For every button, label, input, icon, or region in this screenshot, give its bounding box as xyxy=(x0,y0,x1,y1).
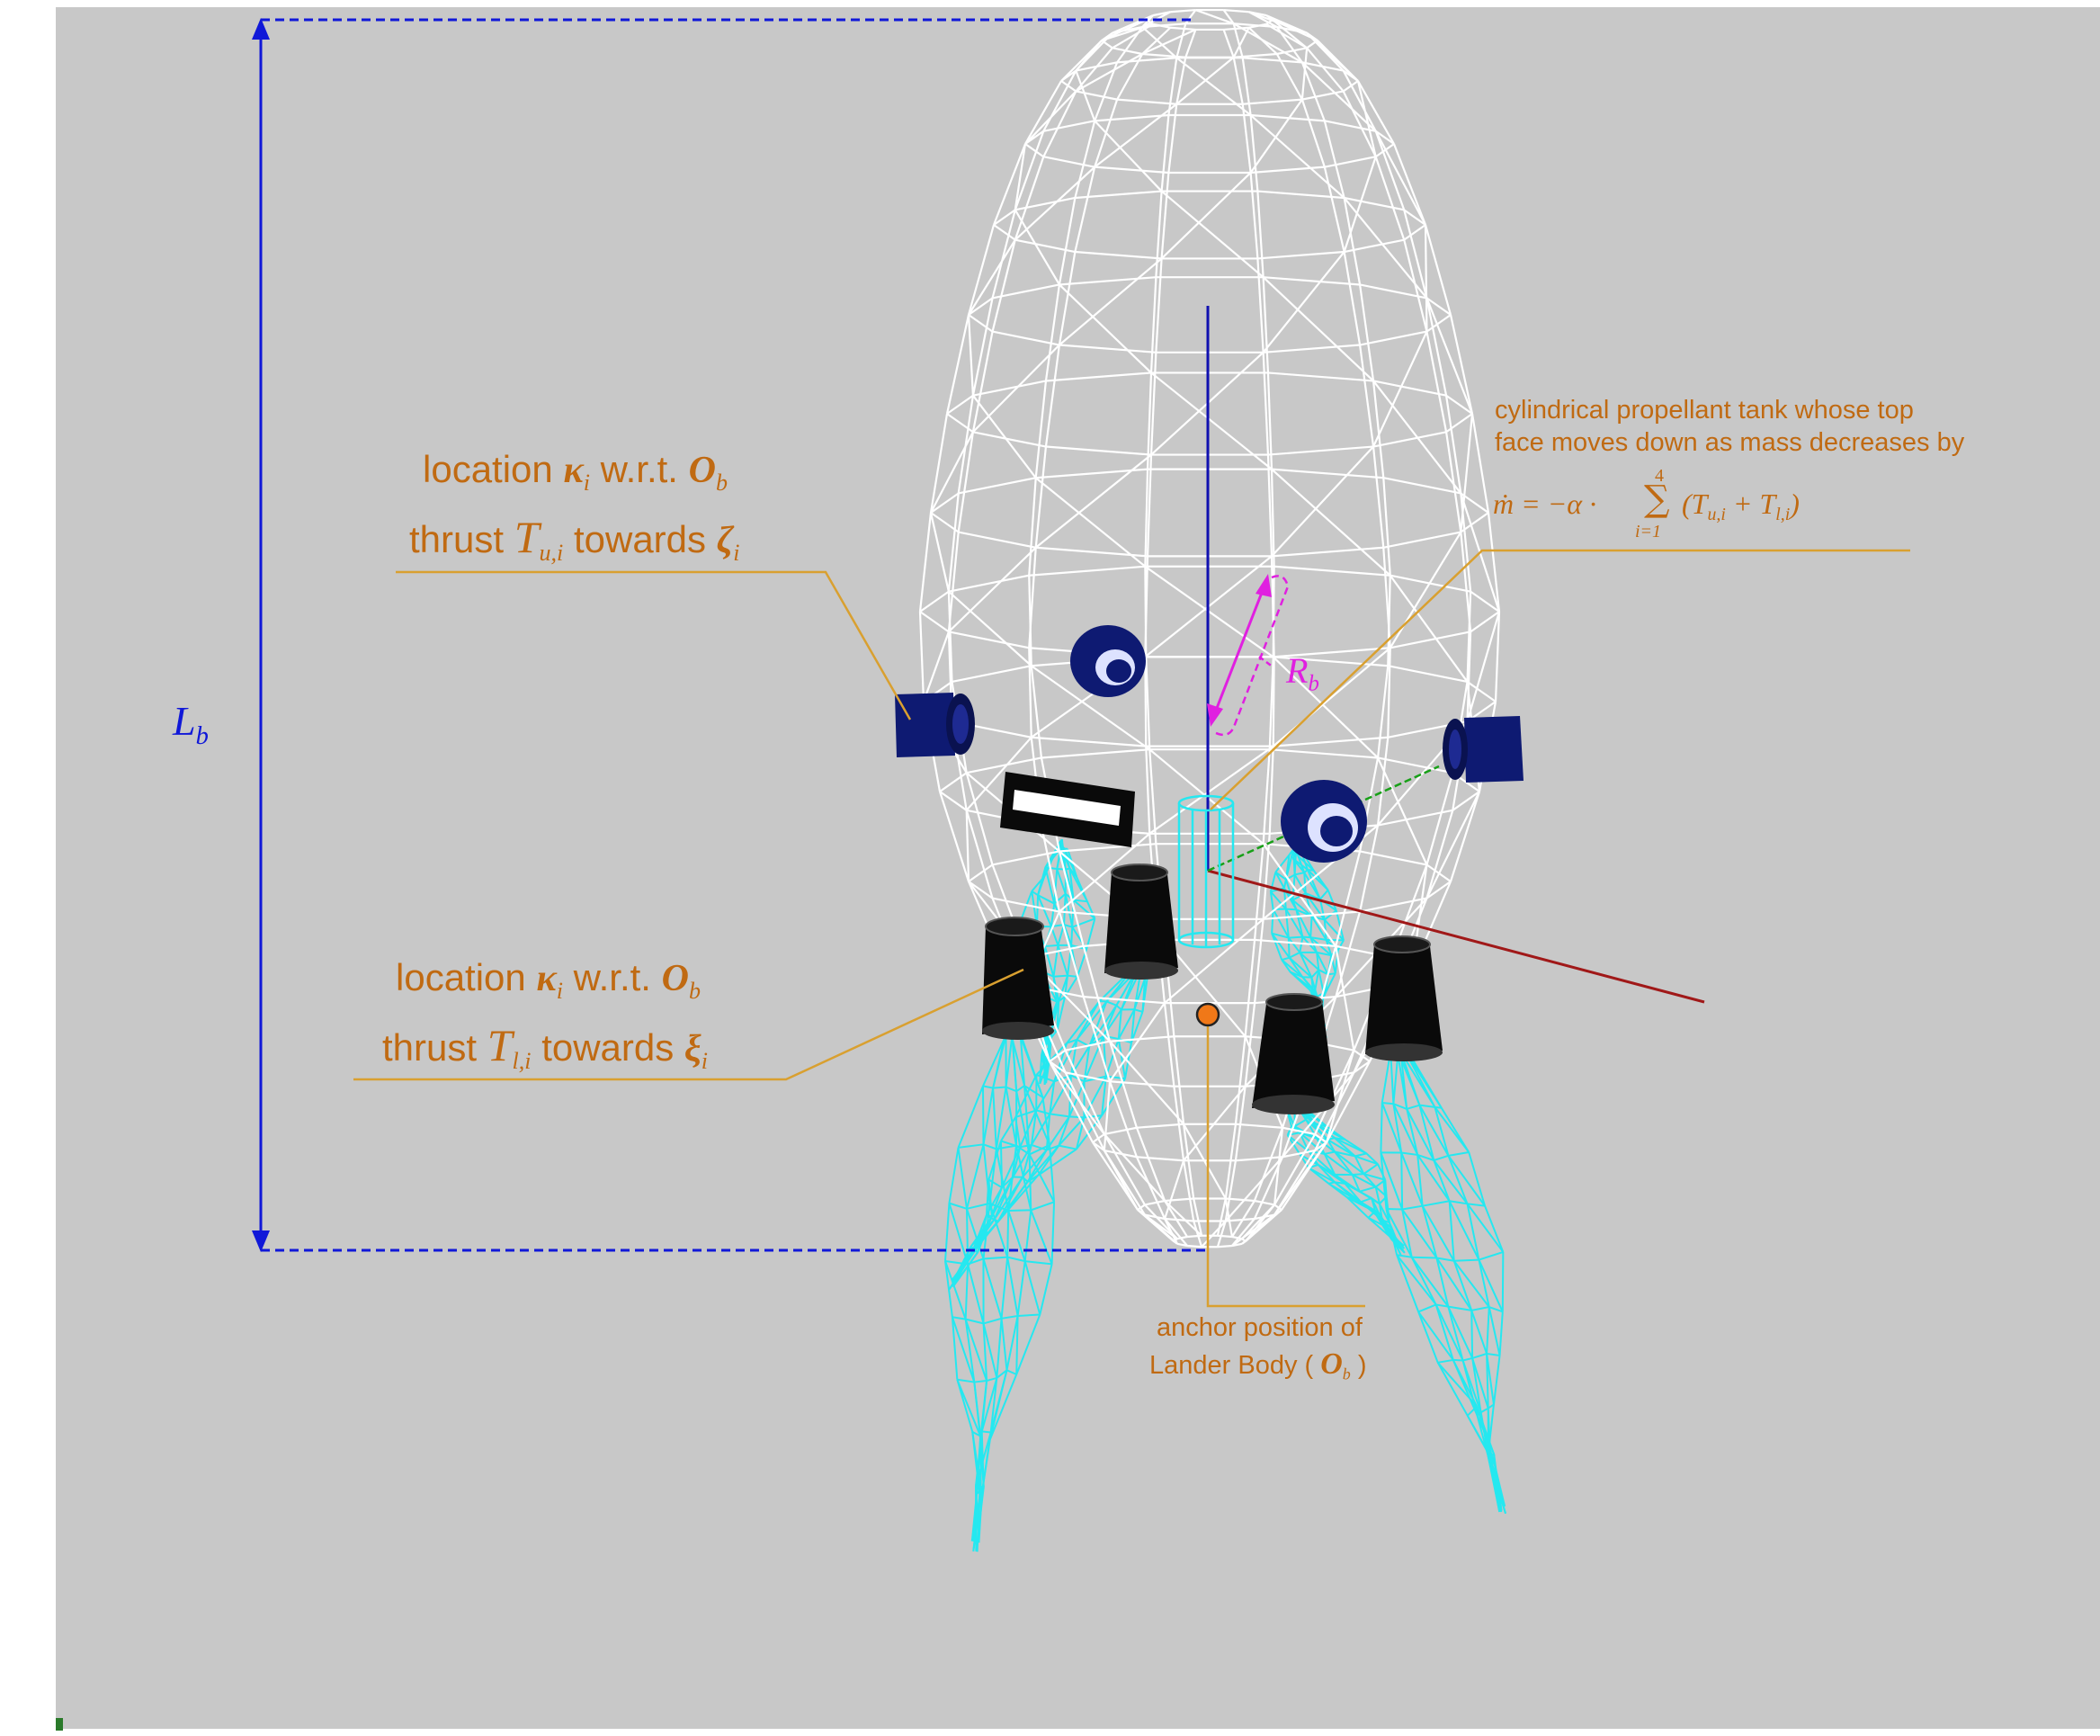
plume-strand xyxy=(1289,938,1290,958)
plume-cross xyxy=(1289,937,1303,938)
upper-origin: O xyxy=(689,450,716,491)
upper-kappa-sub: i xyxy=(584,470,590,496)
lower-thrust-sub: l,i xyxy=(513,1048,532,1074)
formula-close: ) xyxy=(1790,488,1800,520)
lower-direction: ξ xyxy=(684,1028,701,1069)
length-symbol: L xyxy=(173,698,196,744)
lower-kappa: κ xyxy=(536,958,556,999)
plume-cross xyxy=(1327,940,1344,941)
lower-wrt: w.r.t. xyxy=(574,956,651,998)
upper-thrust-label: thrust Tu,i towards ζi xyxy=(409,511,739,567)
plume-cross xyxy=(1434,1107,1441,1108)
lower-location-text: location xyxy=(396,956,526,998)
lower-kappa-sub: i xyxy=(557,978,563,1004)
anchor-text: Lander Body ( xyxy=(1149,1351,1313,1380)
formula-sub-upper: u,i xyxy=(1707,505,1725,524)
tank-label-line1: cylindrical propellant tank whose top xyxy=(1495,396,1914,425)
plume-cross xyxy=(1454,1260,1479,1261)
upper-thrust-symbol: T xyxy=(514,512,540,562)
length-sub: b xyxy=(196,722,209,750)
body-ring-edge xyxy=(1218,1246,1232,1247)
lower-thrust-symbol: T xyxy=(487,1020,513,1070)
upper-direction: ζ xyxy=(717,520,734,561)
upper-thruster-label: location κi w.r.t. Ob xyxy=(423,448,728,497)
length-label: Lb xyxy=(173,696,209,751)
formula-lhs: ṁ = −α · xyxy=(1493,488,1596,521)
plume-strand xyxy=(1071,927,1072,945)
radius-symbol: R xyxy=(1286,650,1308,691)
upper-thruster-front xyxy=(1281,780,1367,863)
anchor-label-line2: Lander Body ( Ob ) xyxy=(1149,1347,1367,1383)
plume-cross xyxy=(1302,937,1310,938)
plume-cross xyxy=(1045,945,1059,946)
plume-strand xyxy=(1471,1311,1472,1358)
plume-diagonal xyxy=(983,1086,984,1144)
plume-cross xyxy=(1308,870,1314,871)
plume-cross xyxy=(1008,1210,1031,1211)
upper-origin-sub: b xyxy=(716,470,728,496)
lower-thruster-4 xyxy=(1365,936,1443,1061)
plume-strand xyxy=(1007,1211,1008,1257)
anchor-origin: O xyxy=(1320,1347,1343,1381)
upper-location-text: location xyxy=(423,448,553,490)
sum-lower-limit: i=1 xyxy=(1635,522,1661,542)
tank-label-line2: face moves down as mass decreases by xyxy=(1495,428,1964,458)
body-meridian-edge xyxy=(1273,567,1274,658)
lower-thrust-text: thrust xyxy=(382,1026,477,1069)
plume-cross xyxy=(982,1431,991,1432)
upper-thruster-back xyxy=(1070,625,1146,697)
plume-cross xyxy=(1053,976,1068,977)
body-meridian-edge xyxy=(1145,567,1146,658)
upper-thruster-left xyxy=(895,693,975,757)
lower-origin: O xyxy=(662,958,689,999)
plume-cross xyxy=(1353,1174,1364,1175)
plume-diagonal xyxy=(1001,1141,1002,1188)
lower-origin-sub: b xyxy=(689,978,701,1004)
lower-thruster-label: location κi w.r.t. Ob xyxy=(396,956,701,1005)
plume-cross xyxy=(990,1433,991,1440)
anchor-close: ) xyxy=(1358,1351,1367,1380)
plume-cross xyxy=(993,1087,1005,1088)
plume-strand xyxy=(1401,1152,1402,1209)
plume-strand xyxy=(1503,1252,1504,1311)
anchor-dot xyxy=(1197,1004,1219,1025)
plume-diagonal xyxy=(1016,1316,1017,1374)
lower-direction-sub: i xyxy=(701,1048,708,1074)
upper-thruster-right xyxy=(1443,716,1524,783)
lower-thrust-label: thrust Tl,i towards ξi xyxy=(382,1019,708,1075)
plume-cross xyxy=(1286,909,1297,910)
upper-direction-sub: i xyxy=(733,540,739,566)
upper-kappa: κ xyxy=(563,450,583,491)
upper-wrt: w.r.t. xyxy=(601,448,678,490)
formula-plus: + T xyxy=(1726,488,1775,520)
plume-cross xyxy=(1382,1103,1394,1104)
sum-symbol: ∑ xyxy=(1644,479,1670,520)
plume-cross xyxy=(1068,976,1077,977)
plume-cross xyxy=(1412,1257,1437,1258)
plume-cross xyxy=(1328,1182,1335,1183)
upper-thrust-sub: u,i xyxy=(540,540,564,566)
formula-sub-lower: l,i xyxy=(1775,505,1790,524)
body-ring-edge xyxy=(1187,1246,1202,1247)
plume-cross xyxy=(1453,1360,1463,1361)
body-diagonal-edge xyxy=(1425,225,1426,332)
corner-mark xyxy=(56,1718,63,1731)
radius-label: Rb xyxy=(1286,649,1319,697)
plume-cross xyxy=(1069,1116,1084,1117)
lower-towards: towards xyxy=(541,1026,674,1069)
lower-thruster-2 xyxy=(1104,864,1178,980)
upper-thrust-text: thrust xyxy=(409,518,504,560)
anchor-label-line1: anchor position of xyxy=(1157,1313,1363,1343)
radius-sub: b xyxy=(1308,672,1318,696)
upper-towards: towards xyxy=(574,518,706,560)
formula-rhs-open: (T xyxy=(1682,488,1707,520)
anchor-origin-sub: b xyxy=(1343,1365,1351,1383)
